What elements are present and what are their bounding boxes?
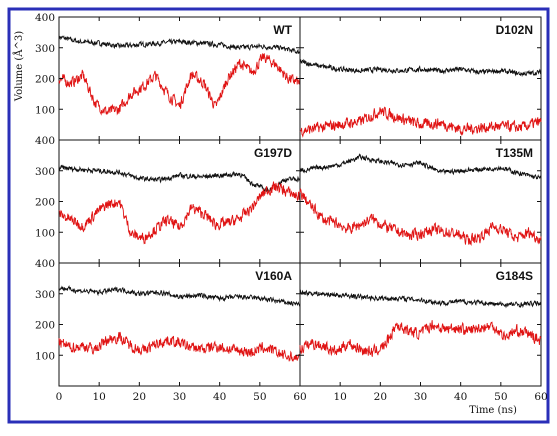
- x-axis-label: Time (ns): [469, 405, 517, 416]
- panel-label: WT: [273, 23, 292, 37]
- x-tick-label: 20: [374, 391, 387, 403]
- series-line: [58, 181, 301, 245]
- x-tick-label: 20: [133, 391, 146, 403]
- x-tick-label: 60: [293, 391, 306, 403]
- y-tick-label: 300: [35, 166, 55, 178]
- y-tick-label: 200: [35, 320, 55, 332]
- x-tick-label: 50: [494, 391, 507, 403]
- series-line: [58, 285, 301, 307]
- y-tick-label: 300: [35, 289, 55, 301]
- x-tick-label: 30: [173, 391, 186, 403]
- x-tick-label: 60: [534, 391, 547, 403]
- y-tick-label: 100: [35, 227, 55, 239]
- x-tick-label: 10: [333, 391, 346, 403]
- panel-box: [58, 16, 301, 141]
- y-tick-label: 300: [35, 43, 55, 55]
- y-tick-label: 400: [35, 12, 55, 24]
- series-line: [58, 35, 301, 54]
- y-tick-label: 200: [35, 197, 55, 209]
- series-line: [58, 331, 301, 362]
- series-line: [58, 164, 301, 194]
- y-tick-label: 400: [35, 135, 55, 147]
- series-line: [58, 53, 301, 116]
- x-tick-label: 0: [56, 391, 63, 403]
- y-tick-label: 200: [35, 74, 55, 86]
- series-line: [299, 188, 542, 246]
- y-tick-label: 400: [35, 258, 55, 270]
- x-tick-label: 30: [414, 391, 427, 403]
- series-line: [299, 153, 542, 180]
- y-tick-label: 100: [35, 350, 55, 362]
- series-line: [299, 320, 542, 357]
- series-line: [299, 289, 542, 309]
- x-tick-label: 40: [454, 391, 467, 403]
- x-tick-label: 40: [213, 391, 226, 403]
- outer-frame: [7, 7, 550, 424]
- y-axis-label: Volume (Å^3): [13, 31, 25, 102]
- x-tick-label: 10: [92, 391, 105, 403]
- panel-label: V160A: [255, 269, 292, 283]
- panel-label: D102N: [496, 23, 533, 37]
- series-line: [299, 58, 542, 78]
- panel-label: G184S: [496, 269, 533, 283]
- panel-label: G197D: [254, 146, 292, 160]
- series-line: [299, 106, 542, 138]
- y-tick-label: 100: [35, 104, 55, 116]
- panel-label: T135M: [496, 146, 533, 160]
- x-tick-label: 50: [253, 391, 266, 403]
